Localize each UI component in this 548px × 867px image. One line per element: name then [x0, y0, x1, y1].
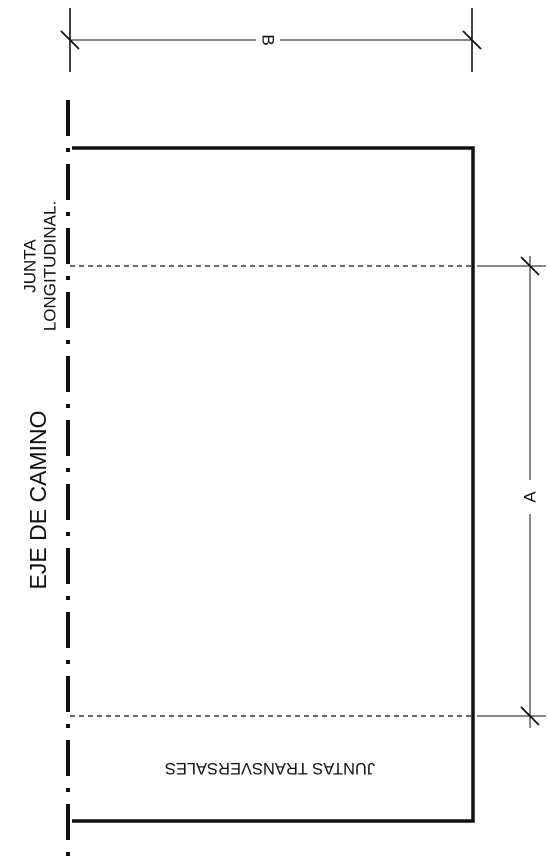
dim-b-right-tick [462, 30, 482, 50]
road-axis-label: EJE DE CAMINO [25, 411, 51, 590]
dim-b-left-tick [60, 30, 80, 50]
dimension-b: B [60, 8, 482, 72]
longitudinal-joint-label-line2: LONGITUDINAL. [41, 201, 60, 331]
dimension-a: A [477, 256, 546, 728]
dim-a-bottom-tick [520, 706, 540, 726]
dim-a-label: A [521, 491, 540, 503]
slab-outline [72, 146, 475, 823]
dim-b-label-bg [256, 30, 280, 50]
longitudinal-joint-label-line1: JUNTA [21, 239, 40, 293]
dim-a-label-bg [520, 480, 540, 514]
dim-b-label: B [259, 34, 278, 45]
transverse-joints-label: JUNTAS TRANSVERSALES [165, 759, 375, 777]
dim-a-top-tick [520, 256, 540, 276]
